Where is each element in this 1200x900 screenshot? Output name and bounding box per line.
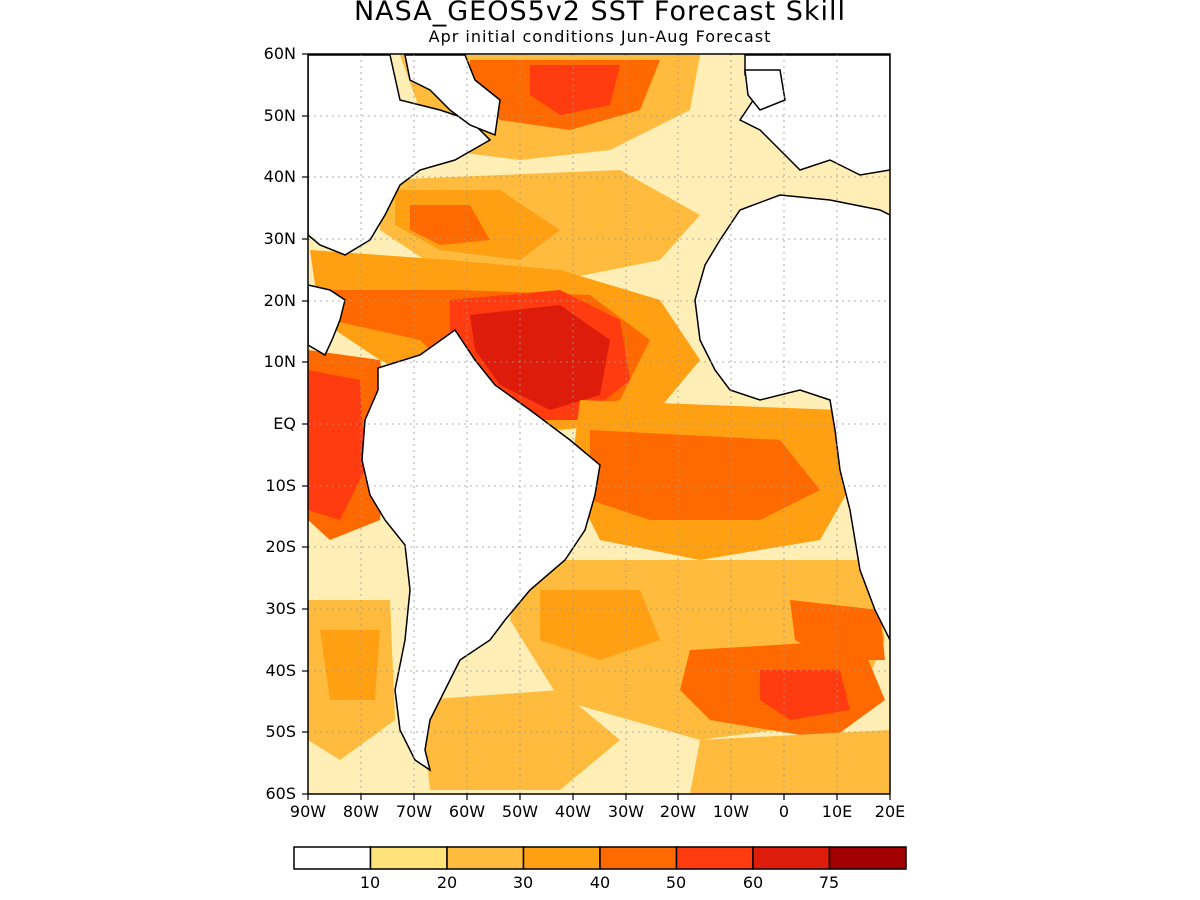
colorbar-swatch-3 (522, 846, 601, 870)
greenland-landmass (404, 54, 501, 137)
colorbar-label: 40 (589, 873, 611, 892)
map-title: NASA_GEOS5v2 SST Forecast Skill (353, 0, 847, 27)
north-america-landmass (308, 54, 492, 256)
south-america-landmass (361, 328, 601, 772)
lon-label: 90W (289, 802, 327, 821)
lat-label: 40S (265, 661, 296, 680)
lon-label: 0 (778, 802, 790, 821)
lat-label: 10N (263, 352, 296, 371)
central-america-landmass (308, 284, 346, 357)
lon-label: 20W (659, 802, 697, 821)
lat-label: 20N (263, 291, 296, 310)
lon-label: 50W (501, 802, 539, 821)
colorbar-swatch-7 (828, 846, 907, 870)
lat-label: 60S (265, 784, 296, 803)
map-subtitle: Apr initial conditions Jun-Aug Forecast (428, 27, 772, 46)
colorbar-swatch-5 (675, 846, 754, 870)
lat-label: 30N (263, 229, 296, 248)
map-plot-area (308, 54, 890, 794)
colorbar-label: 10 (359, 873, 381, 892)
lat-label: 50N (263, 106, 296, 125)
colorbar-swatch-4 (599, 846, 678, 870)
lon-label: 10W (712, 802, 750, 821)
colorbar-label: 20 (436, 873, 458, 892)
lon-label: 40W (554, 802, 592, 821)
colorbar-label: 75 (818, 873, 840, 892)
axis-ticks (302, 53, 891, 800)
lon-label: 70W (395, 802, 433, 821)
lat-label: 50S (265, 722, 296, 741)
british-isles-landmass (744, 69, 786, 111)
lat-label: 30S (265, 599, 296, 618)
colorbar-swatch-1 (369, 846, 448, 870)
lon-label: 60W (448, 802, 486, 821)
lat-label: 60N (263, 44, 296, 63)
lat-label: 10S (265, 476, 296, 495)
lon-label: 80W (342, 802, 380, 821)
africa-landmass (694, 194, 890, 641)
lon-label: 20E (874, 802, 906, 821)
lon-label: 10E (821, 802, 853, 821)
colorbar-label: 30 (512, 873, 534, 892)
lat-lon-grid (308, 54, 890, 794)
lat-label: 20S (265, 537, 296, 556)
colorbar (293, 846, 907, 870)
colorbar-swatch-6 (752, 846, 831, 870)
lat-label: EQ (273, 414, 296, 433)
continents (308, 54, 890, 772)
colorbar-label: 50 (665, 873, 687, 892)
lon-label: 30W (607, 802, 645, 821)
colorbar-swatch-0 (293, 846, 372, 870)
colorbar-label: 60 (742, 873, 764, 892)
lat-label: 40N (263, 167, 296, 186)
colorbar-swatch-2 (446, 846, 525, 870)
